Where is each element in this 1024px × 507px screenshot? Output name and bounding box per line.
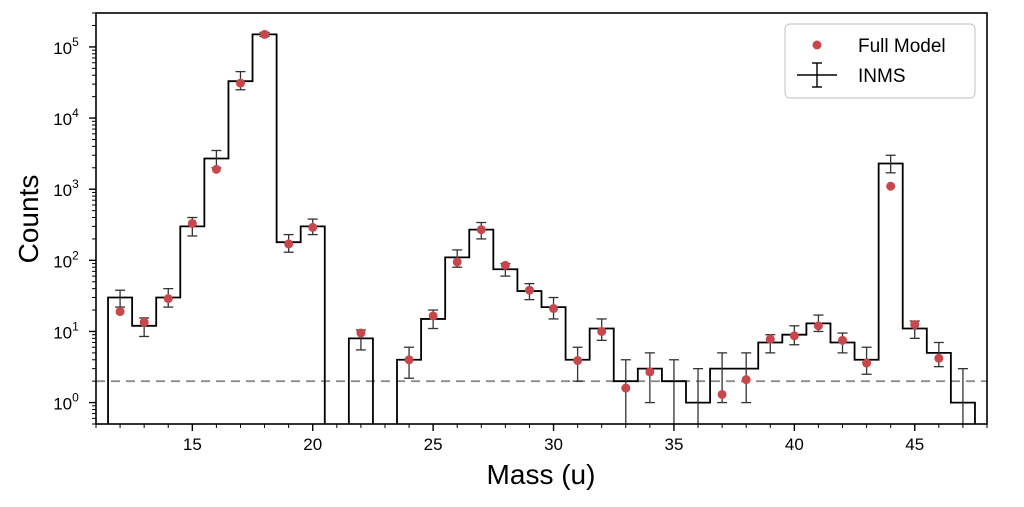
full-model-point-28 xyxy=(500,260,510,270)
full-model-point-42 xyxy=(838,335,848,345)
legend-inms-label: INMS xyxy=(858,66,906,87)
y-tick-label-4: 104 xyxy=(53,106,79,129)
full-model-point-17 xyxy=(235,78,245,88)
full-model-point-43 xyxy=(862,358,872,368)
legend-full-model-label: Full Model xyxy=(858,36,946,57)
full-model-point-32 xyxy=(597,326,607,336)
full-model-point-24 xyxy=(404,355,414,365)
inms-histogram xyxy=(107,33,976,424)
inms-error-bar-34 xyxy=(644,352,655,404)
full-model-point-19 xyxy=(284,239,294,249)
y-tick-label-0: 100 xyxy=(53,391,79,414)
x-tick-label-30: 30 xyxy=(544,435,563,454)
y-tick-label-1: 101 xyxy=(53,319,79,342)
full-model-point-22 xyxy=(356,328,366,338)
full-model-point-37 xyxy=(717,389,727,399)
full-model-point-46 xyxy=(934,353,944,363)
full-model-point-29 xyxy=(524,285,534,295)
legend-full-model-marker xyxy=(812,40,822,50)
full-model-point-16 xyxy=(211,164,221,174)
x-tick-label-35: 35 xyxy=(664,435,683,454)
inms-error-bar-47 xyxy=(957,368,968,424)
full-model-point-25 xyxy=(428,311,438,321)
x-tick-label-15: 15 xyxy=(183,435,202,454)
full-model-point-12 xyxy=(115,307,125,317)
y-tick-label-5: 105 xyxy=(53,35,79,58)
full-model-point-40 xyxy=(789,331,799,341)
inms-error-bar-44 xyxy=(885,154,896,174)
full-model-point-39 xyxy=(765,334,775,344)
full-model-point-41 xyxy=(813,321,823,331)
full-model-point-13 xyxy=(139,317,149,327)
inms-error-bar-35 xyxy=(668,359,679,424)
legend-box xyxy=(784,23,976,99)
full-model-point-38 xyxy=(741,375,751,385)
full-model-point-14 xyxy=(163,294,173,304)
full-model-point-44 xyxy=(886,181,896,191)
plot-area xyxy=(96,29,987,424)
inms-error-bar-12 xyxy=(115,289,126,308)
full-model-point-20 xyxy=(308,222,318,232)
full-model-point-27 xyxy=(476,225,486,235)
x-tick-label-20: 20 xyxy=(303,435,322,454)
y-tick-label-3: 103 xyxy=(53,177,79,200)
full-model-point-30 xyxy=(549,304,559,314)
plot-frame xyxy=(95,12,988,425)
full-model-point-45 xyxy=(910,320,920,330)
full-model-point-33 xyxy=(621,383,631,393)
full-model-point-15 xyxy=(187,218,197,228)
x-axis-title: Mass (u) xyxy=(487,459,596,490)
full-model-point-26 xyxy=(452,257,462,267)
y-axis: 100 101 102 103 104 105 xyxy=(53,12,96,425)
x-tick-label-25: 25 xyxy=(424,435,443,454)
full-model-point-18 xyxy=(260,29,270,39)
inms-error-bar-36 xyxy=(693,368,704,424)
y-tick-label-2: 102 xyxy=(53,248,79,271)
x-axis: 15 20 25 30 35 40 45 xyxy=(95,424,988,454)
legend: Full Model INMS xyxy=(784,23,976,99)
full-model-point-34 xyxy=(645,367,655,377)
y-axis-title: Counts xyxy=(13,175,44,264)
legend-inms-marker xyxy=(797,62,837,88)
full-model-point-31 xyxy=(573,356,583,366)
x-tick-label-45: 45 xyxy=(905,435,924,454)
x-tick-label-40: 40 xyxy=(785,435,804,454)
